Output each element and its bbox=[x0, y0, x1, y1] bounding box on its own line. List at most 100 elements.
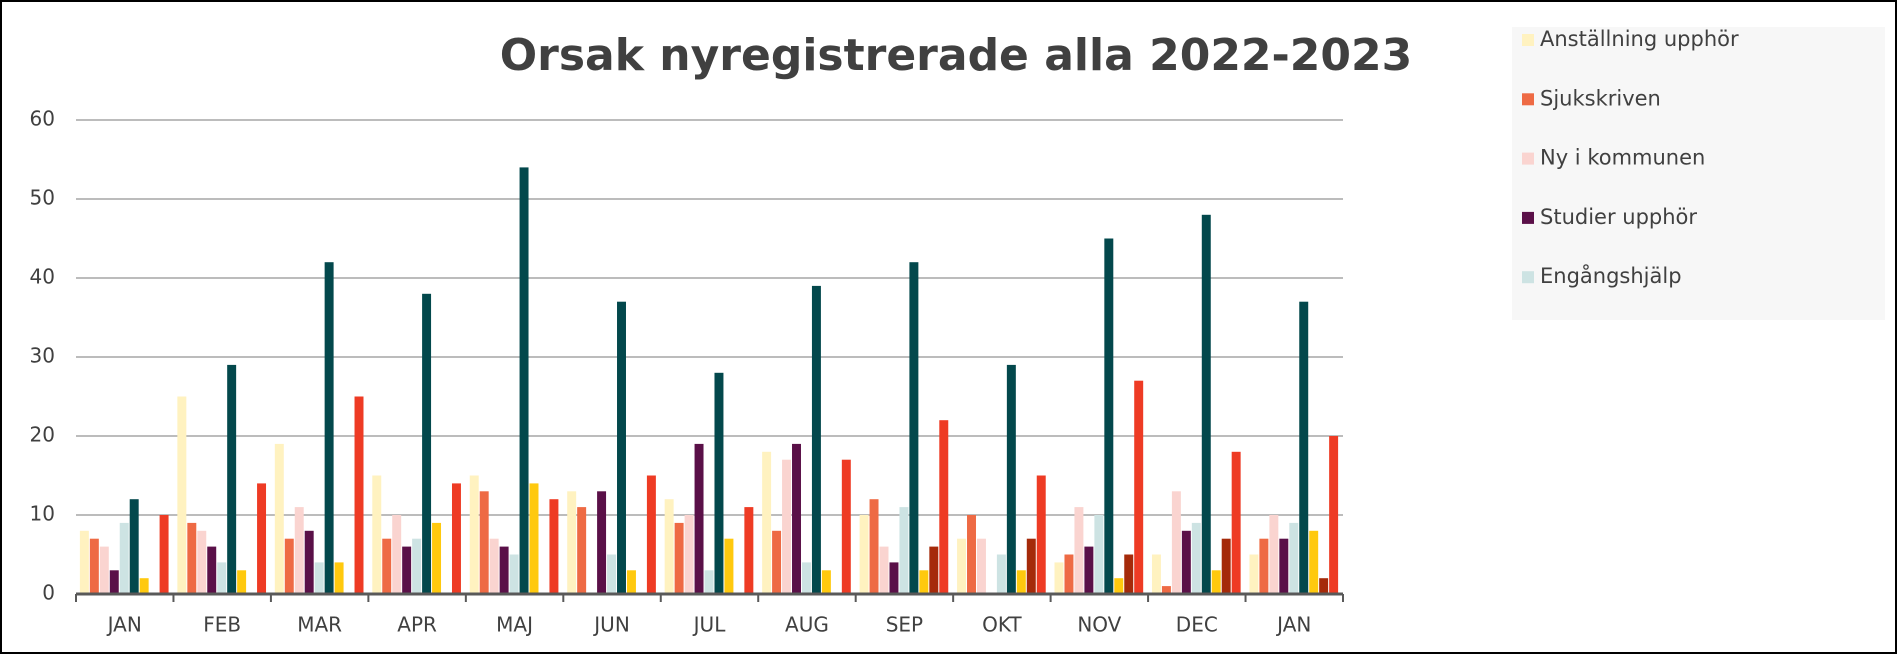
bar bbox=[811, 285, 821, 594]
bar bbox=[801, 562, 811, 594]
legend-label: Anställning upphör bbox=[1540, 27, 1739, 51]
bar bbox=[432, 522, 442, 594]
legend-label: Engångshjälp bbox=[1540, 263, 1682, 288]
bar bbox=[1016, 570, 1026, 594]
bar bbox=[1289, 522, 1299, 594]
bar bbox=[1036, 475, 1046, 594]
bar bbox=[967, 515, 976, 594]
x-tick-label: AUG bbox=[785, 613, 829, 637]
bar bbox=[304, 530, 314, 594]
x-tick-label: JUN bbox=[592, 613, 630, 637]
bar bbox=[684, 515, 694, 594]
bar bbox=[177, 396, 187, 594]
bar bbox=[909, 262, 919, 594]
legend-swatch bbox=[1522, 93, 1534, 106]
bar bbox=[1094, 515, 1104, 594]
bar bbox=[674, 522, 684, 594]
bar bbox=[1191, 522, 1201, 594]
bar bbox=[792, 443, 801, 594]
bar bbox=[976, 538, 986, 594]
x-tick-label: JAN bbox=[106, 613, 142, 637]
bar bbox=[354, 396, 364, 594]
bar bbox=[919, 570, 929, 594]
bar bbox=[284, 538, 294, 594]
bar bbox=[1171, 491, 1181, 594]
bar bbox=[257, 483, 267, 594]
legend-swatch bbox=[1522, 271, 1534, 284]
bar bbox=[1211, 570, 1221, 594]
bar bbox=[1026, 538, 1036, 594]
legend-label: Ny i kommunen bbox=[1540, 146, 1705, 170]
bar bbox=[821, 570, 831, 594]
bar bbox=[294, 507, 304, 594]
bar bbox=[1181, 530, 1191, 594]
x-tick-label: MAJ bbox=[496, 613, 533, 637]
bar bbox=[996, 554, 1006, 594]
x-tick-label: APR bbox=[397, 613, 437, 637]
bar bbox=[1231, 451, 1241, 594]
bar bbox=[109, 570, 119, 594]
bar bbox=[1114, 578, 1124, 594]
bar bbox=[957, 538, 967, 594]
bar bbox=[744, 507, 754, 594]
bar bbox=[617, 301, 626, 594]
bar bbox=[1249, 554, 1259, 594]
bar bbox=[489, 538, 499, 594]
bar bbox=[217, 562, 227, 594]
legend-swatch bbox=[1522, 152, 1534, 165]
bar bbox=[499, 546, 509, 594]
bar bbox=[841, 459, 851, 594]
bar bbox=[1104, 238, 1114, 594]
y-tick-label: 0 bbox=[42, 581, 55, 605]
legend-swatch bbox=[1522, 211, 1534, 224]
bar bbox=[859, 515, 869, 594]
bar bbox=[1064, 554, 1074, 594]
bar bbox=[869, 499, 879, 594]
bar bbox=[1161, 586, 1171, 594]
bar bbox=[402, 546, 412, 594]
bar bbox=[509, 554, 519, 594]
x-tick-label: SEP bbox=[886, 613, 923, 637]
bar bbox=[451, 483, 461, 594]
bar bbox=[159, 515, 169, 594]
bar bbox=[392, 515, 402, 594]
bar bbox=[714, 372, 724, 594]
bar bbox=[1319, 578, 1329, 594]
y-tick-label: 10 bbox=[30, 502, 55, 526]
bar bbox=[274, 443, 284, 594]
bar bbox=[227, 364, 237, 594]
bar bbox=[324, 262, 334, 594]
bar bbox=[1054, 562, 1064, 594]
bar bbox=[577, 507, 587, 594]
x-tick-label: JAN bbox=[1275, 613, 1311, 637]
bar bbox=[119, 522, 129, 594]
bar bbox=[1221, 538, 1231, 594]
bar bbox=[762, 451, 772, 594]
bar bbox=[1259, 538, 1269, 594]
bar bbox=[529, 483, 539, 594]
x-tick-label: FEB bbox=[203, 613, 241, 637]
y-tick-label: 20 bbox=[30, 423, 55, 447]
bar bbox=[704, 570, 714, 594]
bar bbox=[1299, 301, 1309, 594]
bar bbox=[197, 530, 207, 594]
bar bbox=[207, 546, 217, 594]
bar bbox=[1006, 364, 1016, 594]
bar bbox=[939, 420, 949, 594]
x-tick-label: OKT bbox=[982, 613, 1022, 637]
y-tick-label: 30 bbox=[30, 344, 55, 368]
bar bbox=[1309, 530, 1319, 594]
bar bbox=[314, 562, 324, 594]
bar bbox=[422, 293, 432, 594]
bar bbox=[597, 491, 607, 594]
bar bbox=[879, 546, 889, 594]
bar bbox=[469, 475, 479, 594]
y-tick-label: 60 bbox=[30, 107, 55, 131]
bar bbox=[382, 538, 392, 594]
bar bbox=[772, 530, 782, 594]
bar bbox=[1151, 554, 1161, 594]
bar bbox=[519, 167, 529, 594]
bar bbox=[79, 530, 89, 594]
